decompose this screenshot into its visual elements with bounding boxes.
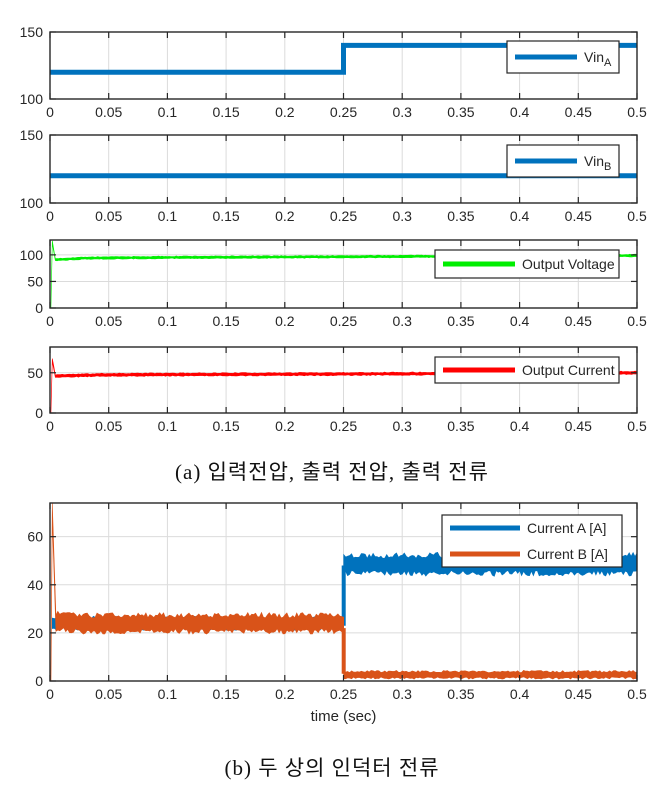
chart-output-current: 0 0.05 0.1 0.15 0.2 0.25 0.3 0.35 0.4 0.45 0.5 0 50 O… (27, 346, 647, 434)
x-axis-label: time (sec) (311, 708, 377, 725)
x-tick-label: 0.05 (95, 208, 122, 224)
y-tick-label: 150 (20, 24, 44, 40)
x-tick-label: 0.5 (627, 418, 647, 434)
x-tick-label: 0.3 (392, 104, 412, 120)
legend-label-output-voltage: Output Voltage (522, 256, 615, 272)
x-tick-label: 0 (46, 686, 54, 702)
x-tick-label: 0.1 (158, 686, 178, 702)
legend: Output Voltage (434, 249, 620, 279)
x-tick-label: 0.15 (212, 104, 239, 120)
x-tick-label: 0.1 (158, 208, 178, 224)
y-tick-label: 20 (27, 625, 43, 641)
x-tick-label: 0 (46, 208, 54, 224)
x-tick-label: 0.25 (330, 104, 357, 120)
x-tick-label: 0.45 (565, 686, 592, 702)
chart-inductor-currents: 0 0.05 0.1 0.15 0.2 0.25 0.3 0.35 0.4 0.45 0.5 0 20 4… (27, 502, 647, 725)
legend: VinB (506, 144, 620, 178)
x-tick-label: 0.5 (627, 313, 647, 329)
x-tick-label: 0.3 (392, 313, 412, 329)
y-tick-label: 100 (20, 247, 44, 263)
x-tick-label: 0.45 (565, 313, 592, 329)
x-tick-label: 0.35 (447, 418, 474, 434)
legend: VinA (506, 40, 620, 74)
x-tick-label: 0.25 (330, 686, 357, 702)
x-tick-label: 0.35 (447, 208, 474, 224)
x-tick-label: 0.5 (627, 104, 647, 120)
x-tick-label: 0 (46, 104, 54, 120)
chart-vin-a: 0 0.05 0.1 0.15 0.2 0.25 0.3 0.35 0.4 0.45 0.5 100 1… (20, 24, 647, 120)
x-tick-label: 0.05 (95, 313, 122, 329)
x-tick-label: 0.2 (275, 686, 295, 702)
x-tick-label: 0.35 (447, 686, 474, 702)
y-tick-label: 150 (20, 127, 44, 143)
y-tick-label: 100 (20, 195, 44, 211)
y-tick-label: 0 (35, 673, 43, 689)
y-tick-label: 0 (35, 300, 43, 316)
y-tick-label: 100 (20, 91, 44, 107)
x-tick-label: 0.1 (158, 104, 178, 120)
y-tick-label: 60 (27, 529, 43, 545)
chart-output-voltage: 0 0.05 0.1 0.15 0.2 0.25 0.3 0.35 0.4 0.45 0.5 0 50 1… (20, 239, 647, 329)
x-tick-label: 0.45 (565, 418, 592, 434)
x-tick-label: 0 (46, 418, 54, 434)
x-tick-label: 0.4 (510, 208, 530, 224)
caption-a: (a) 입력전압, 출력 전압, 출력 전류 (175, 460, 489, 484)
x-tick-label: 0.2 (275, 104, 295, 120)
x-tick-label: 0.5 (627, 686, 647, 702)
x-tick-label: 0.2 (275, 418, 295, 434)
x-tick-label: 0.4 (510, 418, 530, 434)
chart-vin-b: 0 0.05 0.1 0.15 0.2 0.25 0.3 0.35 0.4 0.45 0.5 100 1… (20, 127, 647, 224)
x-tick-label: 0.25 (330, 313, 357, 329)
x-tick-label: 0.2 (275, 208, 295, 224)
y-tick-label: 50 (27, 273, 43, 289)
series-line-vin-a (50, 42, 637, 75)
legend-label-output-current: Output Current (522, 362, 615, 378)
legend-label-current-b-a: Current B [A] (527, 546, 608, 562)
x-tick-label: 0.3 (392, 686, 412, 702)
y-tick-label: 0 (35, 405, 43, 421)
x-tick-label: 0.4 (510, 686, 530, 702)
x-tick-label: 0.15 (212, 313, 239, 329)
series-group (50, 240, 637, 308)
series-group (50, 42, 637, 75)
x-tick-label: 0.25 (330, 208, 357, 224)
x-tick-label: 0.1 (158, 313, 178, 329)
x-tick-label: 0.15 (212, 686, 239, 702)
legend: Current A [A] Current B [A] (441, 514, 623, 568)
caption-b: (b) 두 상의 인덕터 전류 (224, 756, 440, 780)
legend: Output Current (434, 356, 620, 384)
y-tick-label: 40 (27, 577, 43, 593)
x-tick-label: 0.1 (158, 418, 178, 434)
x-tick-label: 0.05 (95, 104, 122, 120)
series-band-current-b-a (343, 670, 637, 680)
x-tick-label: 0.15 (212, 208, 239, 224)
x-tick-label: 0.45 (565, 208, 592, 224)
x-tick-label: 0.3 (392, 418, 412, 434)
x-tick-label: 0.35 (447, 104, 474, 120)
series-group (50, 358, 637, 413)
x-tick-label: 0.2 (275, 313, 295, 329)
legend-label-vina: VinA (584, 49, 612, 69)
x-tick-label: 0.05 (95, 686, 122, 702)
x-tick-label: 0.05 (95, 418, 122, 434)
x-tick-label: 0.4 (510, 313, 530, 329)
legend-label-current-a-a: Current A [A] (527, 520, 606, 536)
series-band-output-voltage (50, 240, 637, 308)
series-band-output-current (50, 358, 637, 413)
legend-label-vinb: VinB (584, 153, 611, 173)
legend-box (441, 514, 623, 568)
series-band-current-b-a (50, 503, 344, 681)
x-tick-label: 0.45 (565, 104, 592, 120)
x-tick-label: 0.25 (330, 418, 357, 434)
x-tick-label: 0.5 (627, 208, 647, 224)
x-tick-label: 0.35 (447, 313, 474, 329)
x-tick-label: 0.15 (212, 418, 239, 434)
x-tick-label: 0.4 (510, 104, 530, 120)
x-tick-label: 0 (46, 313, 54, 329)
y-tick-label: 50 (27, 365, 43, 381)
x-tick-label: 0.3 (392, 208, 412, 224)
